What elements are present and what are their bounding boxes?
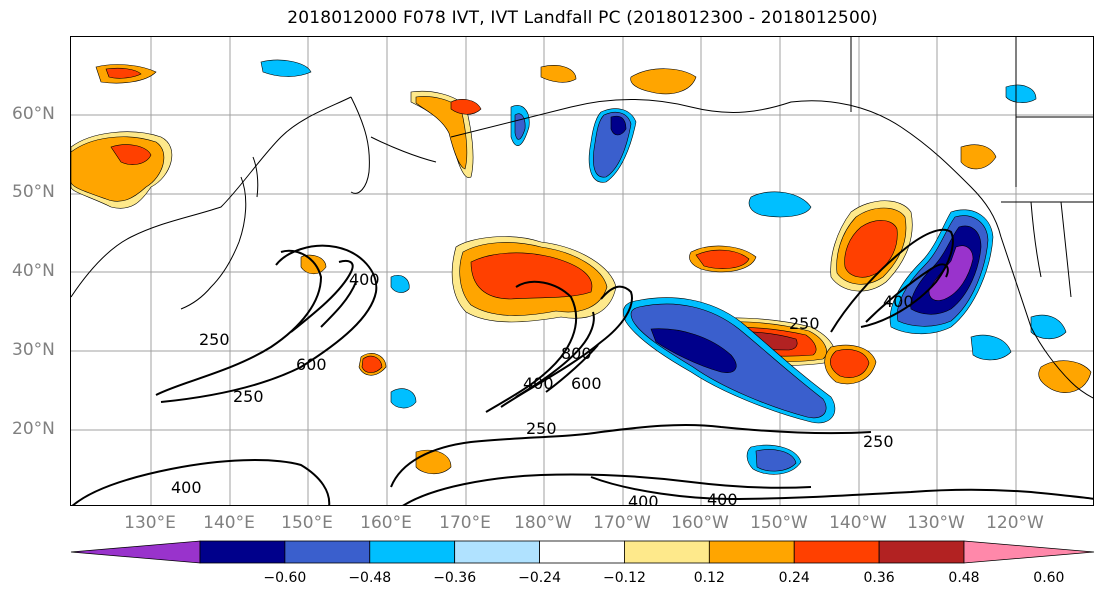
colorbar-tick-label: 0.12 [693, 570, 725, 586]
lon-label-130e: 130°E [124, 513, 176, 533]
lon-label-120w: 120°W [986, 513, 1044, 533]
colorbar-tick-label: −0.60 [263, 570, 307, 586]
lat-label-30n: 30°N [12, 340, 55, 360]
colorbar-extend-max [963, 540, 1095, 564]
lon-label-140e: 140°E [203, 513, 255, 533]
map-svg: 250 600 250 400 400 800 600 250 400 250 … [71, 37, 1093, 506]
lon-label-150w: 150°W [750, 513, 808, 533]
lat-label-20n: 20°N [12, 419, 55, 439]
lon-label-160w: 160°W [671, 513, 729, 533]
contour-label-400: 400 [523, 374, 554, 393]
contour-label-600: 600 [571, 374, 602, 393]
colorbar-swatch [793, 540, 880, 564]
contour-label-250: 250 [526, 419, 557, 438]
plot-title: 2018012000 F078 IVT, IVT Landfall PC (20… [287, 8, 878, 28]
lat-label-40n: 40°N [12, 261, 55, 281]
contour-label-800: 800 [561, 344, 592, 363]
coastlines [71, 37, 1093, 399]
colorbar-tick-label: 0.60 [1033, 570, 1065, 586]
colorbar-swatch [708, 540, 795, 564]
lon-label-180w: 180°W [514, 513, 572, 533]
colorbar-tick-label: −0.36 [433, 570, 477, 586]
colorbar-tick-label: 0.48 [948, 570, 980, 586]
colorbar-swatch [624, 540, 710, 564]
contour-label-400: 400 [349, 270, 380, 289]
colorbar-swatch [878, 540, 965, 564]
contour-label-400: 400 [707, 490, 738, 506]
lat-label-60n: 60°N [12, 104, 55, 124]
colorbar-swatch [369, 540, 456, 564]
lon-label-170w: 170°W [593, 513, 651, 533]
lon-label-170e: 170°E [439, 513, 491, 533]
contour-label-250: 250 [199, 330, 230, 349]
colorbar-tick-label: −0.24 [518, 570, 561, 586]
contour-label-250: 250 [233, 387, 264, 406]
colorbar-swatch [199, 540, 286, 564]
contour-label-400: 400 [628, 492, 659, 506]
contour-label-400: 400 [171, 478, 202, 497]
contour-labels: 250 600 250 400 400 800 600 250 400 250 … [171, 270, 914, 506]
lon-label-140w: 140°W [829, 513, 887, 533]
colorbar-extend-min [70, 540, 201, 564]
colorbar-svg [70, 540, 1095, 564]
colorbar-swatch [454, 540, 540, 564]
colorbar-tick-label: −0.48 [348, 570, 392, 586]
contour-label-400: 400 [883, 292, 914, 311]
colorbar-tick-label: 0.24 [778, 570, 810, 586]
colorbar-tick-label: 0.36 [863, 570, 895, 586]
colorbar-tick-label: −0.12 [602, 570, 646, 586]
lon-label-160e: 160°E [360, 513, 412, 533]
lon-label-150e: 150°E [281, 513, 333, 533]
colorbar-swatch [284, 540, 371, 564]
colorbar [70, 540, 1096, 568]
contour-label-600: 600 [296, 355, 327, 374]
lon-label-130w: 130°W [907, 513, 965, 533]
map-panel: 250 600 250 400 400 800 600 250 400 250 … [70, 36, 1094, 506]
contour-label-250: 250 [863, 432, 894, 451]
ivt-contours [71, 228, 1093, 505]
contour-label-250: 250 [789, 314, 820, 333]
lat-label-50n: 50°N [12, 182, 55, 202]
colorbar-swatch [539, 540, 625, 564]
